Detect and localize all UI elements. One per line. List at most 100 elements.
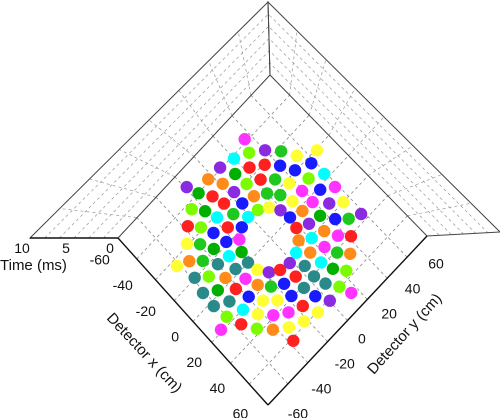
data-point <box>250 322 264 335</box>
data-point <box>233 233 246 246</box>
data-point <box>235 318 248 331</box>
data-point <box>344 230 358 243</box>
floor-gridline <box>174 176 328 342</box>
data-point <box>318 167 331 181</box>
data-point <box>198 205 212 218</box>
data-point <box>323 294 336 307</box>
x-tick-label: -60 <box>90 251 110 267</box>
data-point <box>260 187 274 200</box>
data-point <box>183 255 196 268</box>
data-point <box>290 246 303 259</box>
data-point <box>196 254 209 268</box>
data-point <box>220 235 233 249</box>
data-point <box>274 145 288 158</box>
data-point <box>307 270 321 283</box>
data-point <box>274 188 287 202</box>
x-tick-label: -40 <box>113 277 133 293</box>
data-point <box>170 259 184 273</box>
y-tick-label: -40 <box>311 381 331 397</box>
data-point <box>217 197 231 210</box>
data-point <box>313 209 327 222</box>
z-tick-label: 0 <box>106 240 114 256</box>
data-point <box>251 203 265 217</box>
data-point <box>213 161 227 174</box>
data-point <box>311 306 325 319</box>
y-tick-label: 0 <box>358 331 366 347</box>
wall-gridline <box>59 25 476 239</box>
x-tick-label: 60 <box>233 406 249 418</box>
data-point <box>298 259 311 273</box>
data-point <box>323 197 336 210</box>
data-point <box>274 204 287 217</box>
data-point <box>219 271 232 285</box>
data-point <box>236 197 249 210</box>
data-point <box>283 211 297 224</box>
data-point <box>240 177 253 191</box>
data-point <box>211 284 224 297</box>
x-tick-label: 20 <box>187 354 203 370</box>
z-axis-label: Time (ms) <box>0 257 67 274</box>
data-point <box>290 221 303 235</box>
data-point <box>329 212 342 226</box>
data-point <box>330 246 344 259</box>
data-point <box>273 159 287 172</box>
data-point <box>235 245 248 259</box>
data-point <box>229 167 242 181</box>
floor-gridline <box>250 95 408 258</box>
data-point <box>331 229 345 242</box>
data-point <box>207 299 220 313</box>
data-point <box>227 152 241 165</box>
floor-gridline <box>136 217 289 385</box>
wall-gridline <box>208 60 233 116</box>
data-point <box>207 242 220 256</box>
data-point <box>207 226 220 240</box>
data-point <box>305 157 318 170</box>
data-point <box>296 204 309 218</box>
data-point <box>258 158 271 171</box>
data-point <box>263 201 276 214</box>
data-point <box>242 210 255 224</box>
y-tick-label: 40 <box>405 280 421 296</box>
data-point <box>242 146 256 159</box>
wall-gridline <box>367 145 414 176</box>
data-point <box>282 306 295 319</box>
wall-gridline <box>328 88 356 136</box>
data-point <box>297 315 311 328</box>
data-point <box>210 211 224 224</box>
data-point <box>192 187 205 200</box>
data-point <box>196 286 210 300</box>
data-point <box>287 334 300 347</box>
wall-gridline <box>407 202 472 217</box>
data-point <box>345 286 358 300</box>
data-point <box>342 212 355 225</box>
data-point <box>243 161 256 174</box>
right-wall <box>267 0 500 237</box>
wall-gridline <box>59 208 138 218</box>
wall-gridline <box>89 178 157 198</box>
data-point <box>193 238 207 251</box>
data-point <box>206 190 219 203</box>
data-point <box>333 280 346 293</box>
data-point <box>290 149 303 162</box>
wall-gridline <box>119 149 176 178</box>
x-axis-line <box>117 237 269 406</box>
data-point <box>188 271 201 284</box>
data-point <box>238 133 251 146</box>
data-point <box>220 310 233 323</box>
x-axis-label: Detector x (cm) <box>103 310 185 397</box>
data-point <box>251 308 265 321</box>
y-tick-label: -60 <box>288 406 308 418</box>
data-point <box>277 277 291 290</box>
data-point <box>337 196 350 209</box>
data-point <box>271 294 284 307</box>
data-point <box>262 266 275 279</box>
data-point <box>256 294 270 307</box>
data-point <box>251 278 264 292</box>
data-point <box>223 295 236 308</box>
x-tick-label: 0 <box>171 329 179 345</box>
y-tick-label: 60 <box>428 255 444 271</box>
wall-gridline <box>148 119 195 157</box>
data-point <box>302 217 316 230</box>
